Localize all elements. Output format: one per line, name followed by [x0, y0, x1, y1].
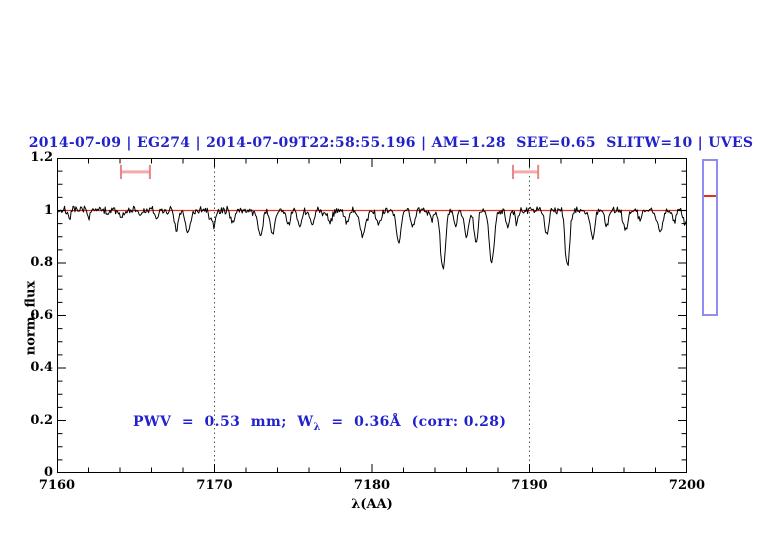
- y-axis-label: norm. flux: [23, 280, 39, 356]
- x-tick-label: 7200: [668, 478, 706, 493]
- x-tick-label: 7190: [511, 478, 548, 493]
- side-scale-box: [702, 159, 718, 316]
- x-tick-label: 7160: [38, 478, 76, 493]
- y-tick-label: 1: [43, 202, 53, 218]
- pwv-annotation-lambda-subscript: λ: [313, 421, 321, 433]
- y-tick-label: 1.2: [30, 150, 53, 165]
- y-tick-label: 0.6: [30, 307, 53, 323]
- x-axis-label: λ(AA): [351, 497, 393, 512]
- y-tick-label: 0.4: [30, 360, 53, 375]
- y-tick-label: 0.8: [30, 255, 53, 270]
- side-scale-marker: [704, 195, 716, 197]
- x-tick-label: 7170: [196, 478, 233, 493]
- pwv-annotation-suffix: = 0.36Å (corr: 0.28): [320, 414, 507, 430]
- spectrum-plot: [57, 158, 687, 473]
- spectrum-trace: [57, 205, 687, 270]
- axes-box: [57, 158, 687, 473]
- x-tick-label: 7180: [353, 478, 391, 493]
- plot-title: 2014-07-09 | EG274 | 2014-07-09T22:58:55…: [28, 135, 754, 151]
- pwv-annotation: PWV = 0.53 mm; Wλ = 0.36Å (corr: 0.28): [133, 414, 506, 433]
- y-tick-label: 0: [43, 465, 53, 480]
- pwv-annotation-prefix: PWV = 0.53 mm; W: [133, 414, 314, 430]
- y-tick-label: 0.2: [30, 412, 53, 428]
